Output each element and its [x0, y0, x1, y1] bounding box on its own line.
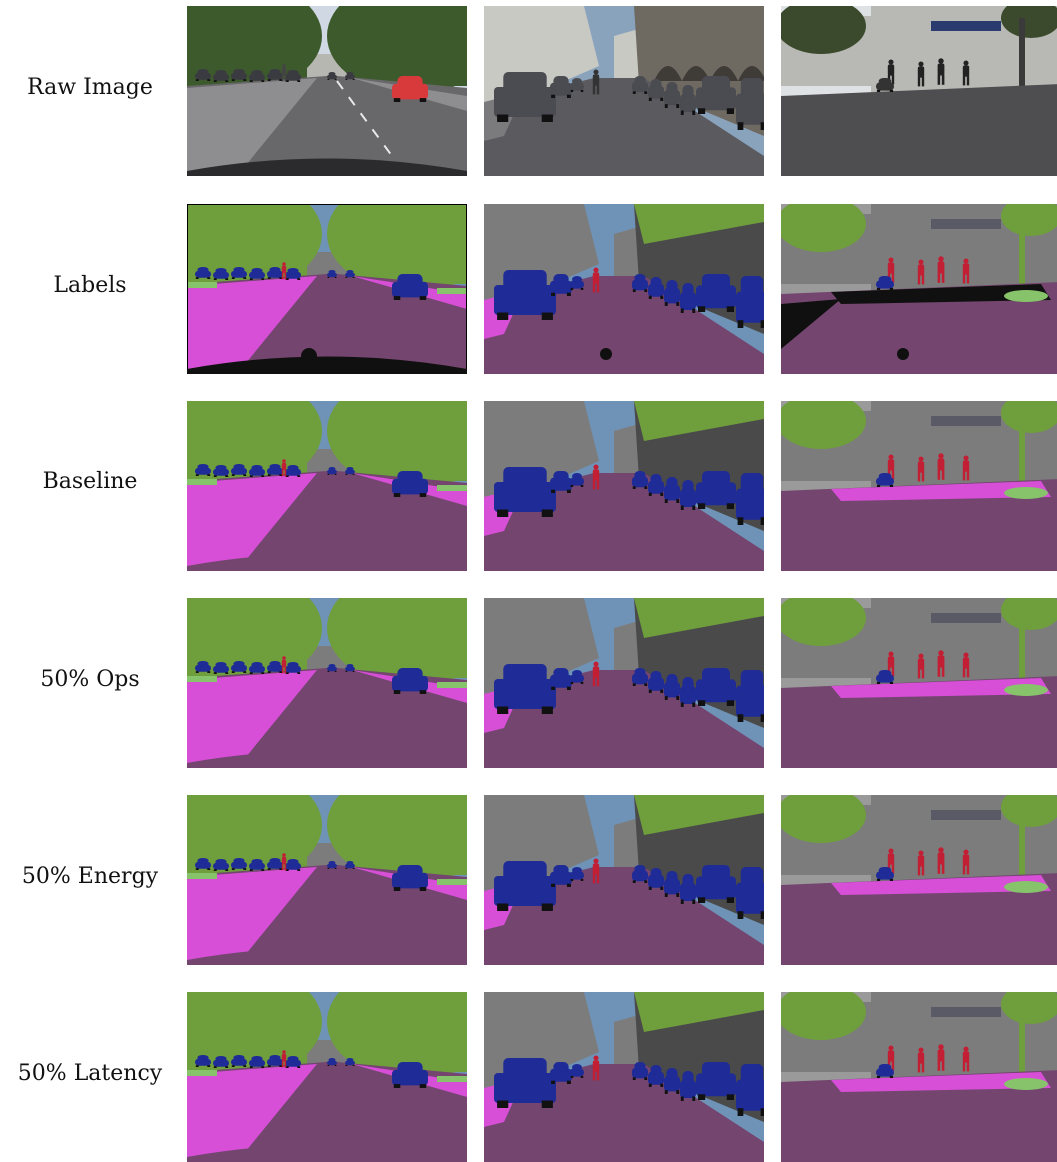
image-tile — [781, 401, 1057, 571]
row-label: Baseline — [0, 469, 180, 495]
scene-image — [187, 6, 467, 176]
image-tile — [781, 795, 1057, 965]
parked-car-right-large — [696, 668, 736, 706]
parked-car-right-large — [696, 76, 736, 114]
parked-car-right-large — [696, 1062, 736, 1100]
scene-image — [187, 598, 467, 768]
image-tile — [187, 598, 467, 768]
terrain-strip-right — [437, 682, 467, 688]
shop-sign — [931, 810, 1001, 820]
terrain-patch — [1004, 881, 1048, 893]
scene-image — [781, 204, 1057, 374]
shop-sign — [931, 1007, 1001, 1017]
image-tile — [781, 598, 1057, 768]
terrain-strip-right — [437, 879, 467, 885]
image-tile — [484, 598, 764, 768]
image-tile — [187, 795, 467, 965]
image-tile — [187, 6, 467, 176]
parked-car-right-large — [696, 865, 736, 903]
parked-car-right-large — [696, 471, 736, 509]
image-tile — [484, 401, 764, 571]
row-label: 50% Ops — [0, 667, 180, 693]
terrain-strip — [187, 873, 217, 879]
terrain-strip — [187, 282, 217, 288]
scene-image — [484, 992, 764, 1162]
terrain-patch — [1004, 290, 1048, 302]
shop-sign — [931, 613, 1001, 623]
terrain-strip-right — [437, 1076, 467, 1082]
terrain-strip — [187, 676, 217, 682]
scene-image — [781, 6, 1057, 176]
terrain-patch — [1004, 1078, 1048, 1090]
terrain-strip-right — [437, 288, 467, 294]
image-tile — [484, 992, 764, 1162]
row-label: 50% Latency — [0, 1061, 180, 1087]
scene-image — [187, 204, 467, 374]
image-tile — [187, 992, 467, 1162]
scene-image — [187, 992, 467, 1162]
scene-image — [484, 6, 764, 176]
image-tile — [781, 6, 1057, 176]
scene-image — [781, 795, 1057, 965]
terrain-strip — [187, 1070, 217, 1076]
scene-image — [484, 204, 764, 374]
ego-hood-marker — [600, 348, 612, 360]
scene-image — [187, 795, 467, 965]
shop-sign — [931, 21, 1001, 31]
image-tile — [484, 6, 764, 176]
parked-car-right-large — [696, 274, 736, 312]
scene-image — [781, 598, 1057, 768]
terrain-strip — [187, 479, 217, 485]
row-label: Raw Image — [0, 75, 180, 101]
terrain-patch — [1004, 487, 1048, 499]
ego-hood-marker — [897, 348, 909, 360]
scene-image — [484, 598, 764, 768]
shop-sign — [931, 416, 1001, 426]
scene-image — [187, 401, 467, 571]
image-tile — [484, 795, 764, 965]
row-label: 50% Energy — [0, 864, 180, 890]
image-tile — [187, 204, 467, 374]
row-label: Labels — [0, 273, 180, 299]
image-tile — [484, 204, 764, 374]
shop-sign — [931, 219, 1001, 229]
scene-image — [484, 401, 764, 571]
scene-image — [484, 795, 764, 965]
plaza-ground — [781, 84, 1057, 176]
image-tile — [781, 992, 1057, 1162]
terrain-patch — [1004, 684, 1048, 696]
image-tile — [187, 401, 467, 571]
terrain-strip-right — [437, 485, 467, 491]
scene-image — [781, 992, 1057, 1162]
image-tile — [781, 204, 1057, 374]
scene-image — [781, 401, 1057, 571]
